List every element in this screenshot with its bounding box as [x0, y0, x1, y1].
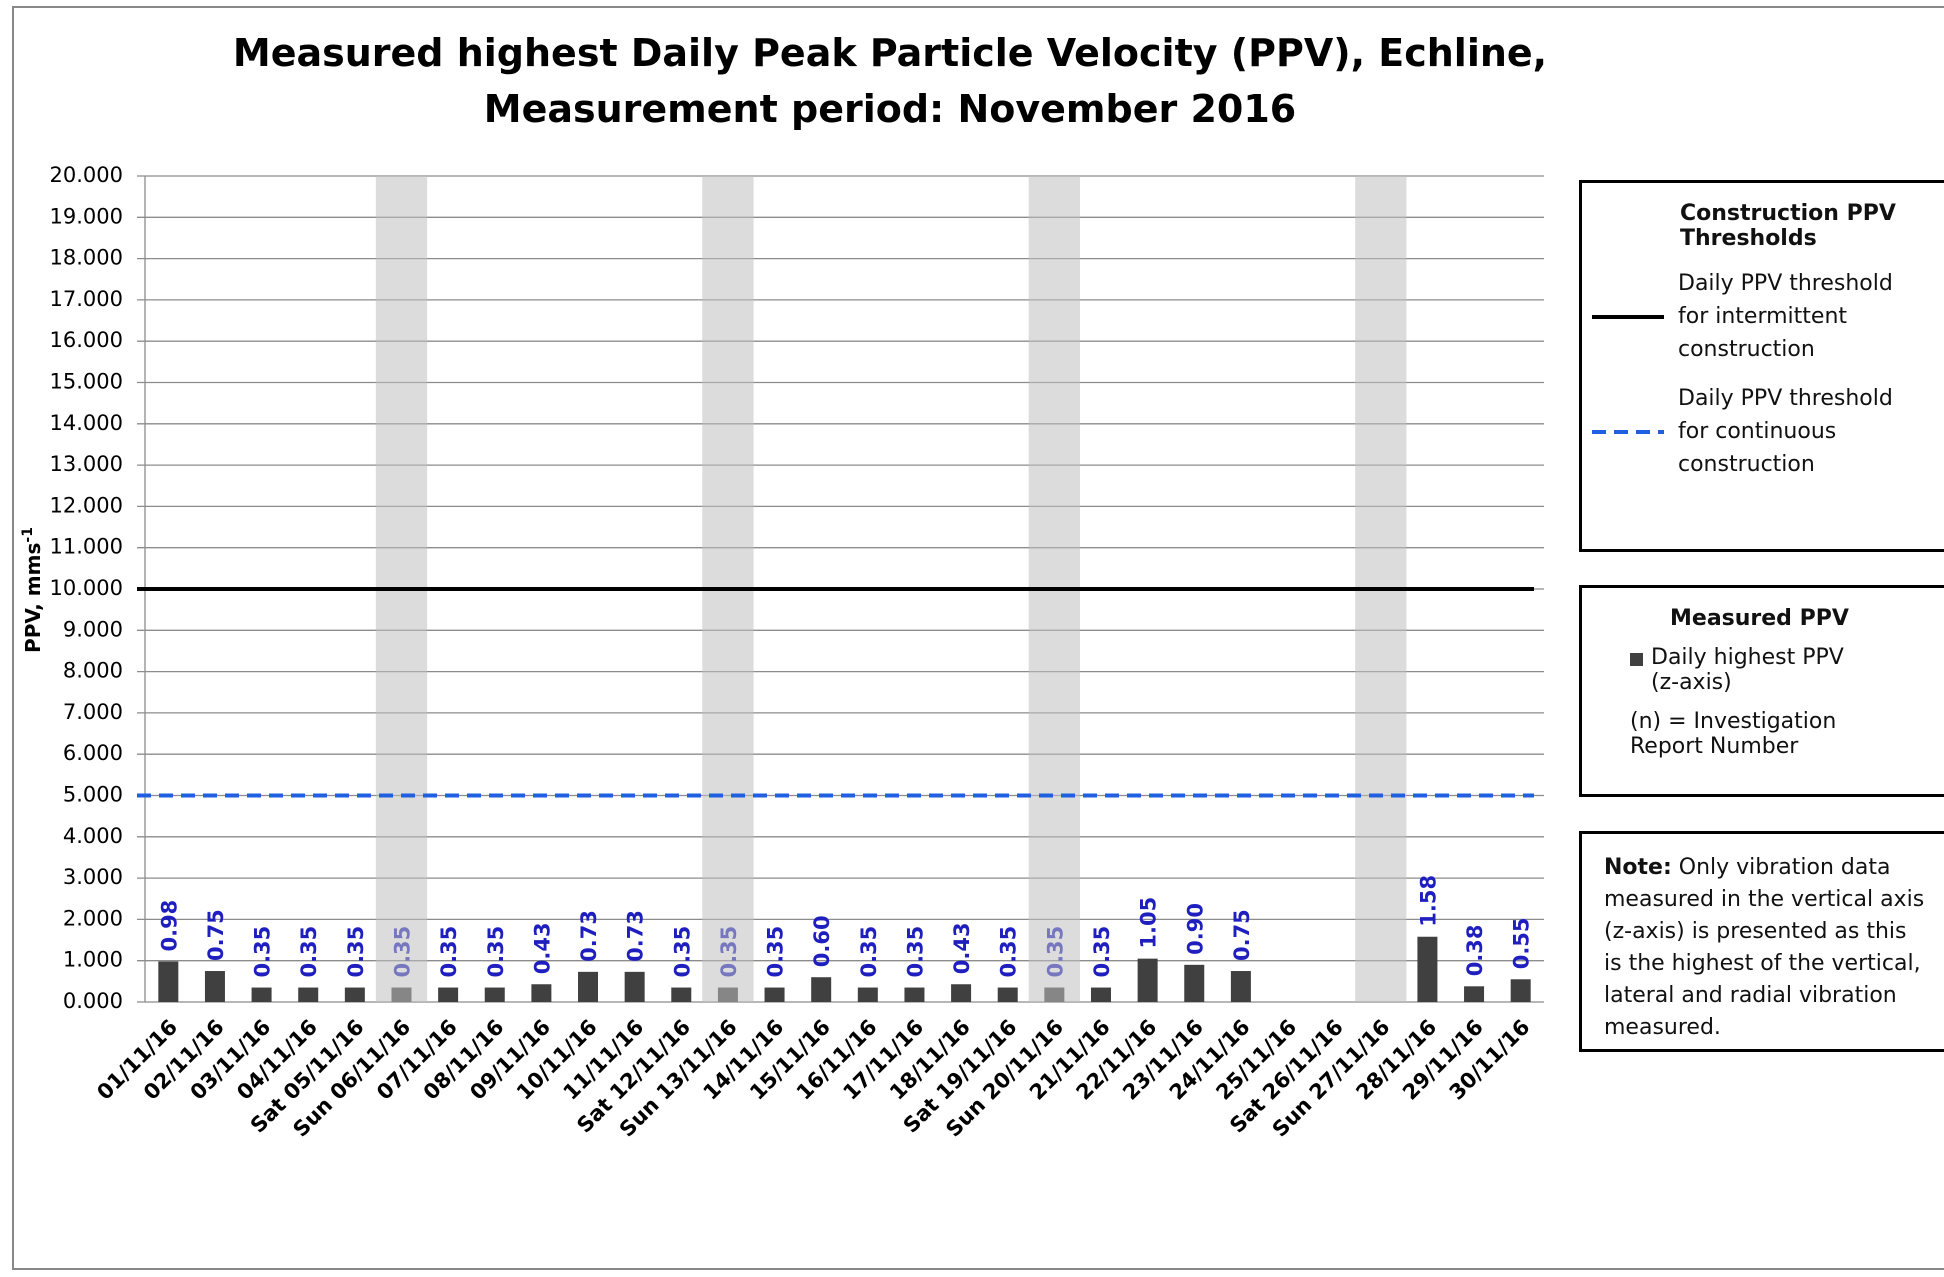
title-box: Measured highest Daily Peak Particle Vel…: [232, 31, 1548, 131]
y-tick-label: 15.000: [50, 370, 123, 394]
value-label: 0.38: [1463, 924, 1487, 976]
y-tick-label: 0.000: [63, 989, 123, 1013]
bar: [578, 971, 599, 1002]
bar: [484, 987, 505, 1002]
value-label: 0.55: [1510, 917, 1534, 969]
y-tick-label: 10.000: [50, 576, 123, 600]
y-tick-label: 1.000: [63, 948, 123, 972]
y-tick-label: 7.000: [63, 700, 123, 724]
value-label: 0.35: [297, 926, 321, 978]
value-label: 1.05: [1137, 897, 1161, 949]
bar: [904, 987, 925, 1002]
bar: [1184, 964, 1205, 1002]
bar: [1137, 958, 1158, 1002]
y-tick-label: 9.000: [63, 617, 123, 641]
bar: [624, 971, 645, 1002]
legend-label: Daily PPV threshold for continuous const…: [1678, 386, 1893, 477]
bar: [951, 984, 972, 1002]
value-label: 1.58: [1416, 875, 1440, 927]
y-tick-label: 18.000: [50, 246, 123, 270]
note-text: Only vibration data measured in the vert…: [1604, 855, 1925, 1040]
legend-title: Construction PPV Thresholds: [1680, 201, 1896, 251]
value-label: 0.75: [1230, 909, 1254, 961]
note-box: Note: Only vibration data measured in th…: [1579, 831, 1944, 1052]
y-tick-label: 8.000: [63, 659, 123, 683]
value-label: 0.43: [950, 922, 974, 974]
value-label: 0.35: [670, 926, 694, 978]
legend-line-icon: [1592, 314, 1664, 319]
value-label: 0.90: [1183, 903, 1207, 955]
legend-item: Daily PPV threshold for continuous const…: [1592, 382, 1934, 481]
value-label: 0.98: [157, 900, 181, 952]
bar: [1230, 971, 1251, 1002]
y-tick-label: 12.000: [50, 493, 123, 517]
legend-title: Measured PPV: [1670, 606, 1849, 631]
y-tick-label: 20.000: [50, 163, 123, 187]
bar: [764, 987, 785, 1002]
bar: [531, 984, 552, 1002]
chart-border: [12, 6, 1944, 1270]
value-label: 0.35: [251, 926, 275, 978]
value-label: 0.60: [810, 915, 834, 967]
note-heading: Note:: [1604, 855, 1672, 880]
value-label: 0.35: [857, 926, 881, 978]
legend-label: Daily highest PPV (z-axis): [1651, 645, 1844, 695]
value-label: 0.73: [624, 910, 648, 962]
legend-measured: Measured PPV Daily highest PPV (z-axis) …: [1579, 585, 1944, 797]
y-tick-label: 4.000: [63, 824, 123, 848]
value-label: 0.73: [577, 910, 601, 962]
y-tick-label: 13.000: [50, 452, 123, 476]
bar: [344, 987, 365, 1002]
chart-title: Measured highest Daily Peak Particle Vel…: [232, 31, 1548, 131]
bar: [1090, 987, 1111, 1002]
value-label: 0.35: [437, 926, 461, 978]
bar: [158, 961, 179, 1002]
legend-swatch: [1630, 653, 1643, 666]
legend-label: Daily PPV threshold for intermittent con…: [1678, 271, 1893, 362]
y-tick-label: 19.000: [50, 204, 123, 228]
value-label: 0.35: [764, 926, 788, 978]
y-axis-label-superscript: -1: [20, 527, 36, 543]
y-tick-label: 6.000: [63, 741, 123, 765]
bar: [438, 987, 459, 1002]
value-label: 0.35: [997, 926, 1021, 978]
bar: [298, 987, 319, 1002]
legend-thresholds: Construction PPV Thresholds Daily PPV th…: [1579, 180, 1944, 552]
bar: [1510, 979, 1531, 1002]
value-label: 0.35: [1090, 926, 1114, 978]
bar: [251, 987, 272, 1002]
y-tick-label: 11.000: [50, 535, 123, 559]
bar: [857, 987, 878, 1002]
bar: [997, 987, 1018, 1002]
y-tick-label: 17.000: [50, 287, 123, 311]
y-tick-label: 16.000: [50, 328, 123, 352]
legend-line-icon: [1592, 429, 1664, 434]
y-tick-label: 14.000: [50, 411, 123, 435]
bar: [671, 987, 692, 1002]
value-label: 0.35: [484, 926, 508, 978]
legend-note: (n) = Investigation Report Number: [1630, 709, 1837, 759]
legend-item: Daily PPV threshold for intermittent con…: [1592, 267, 1934, 366]
value-label: 0.35: [344, 926, 368, 978]
y-tick-label: 5.000: [63, 783, 123, 807]
y-tick-label: 2.000: [63, 906, 123, 930]
bar: [811, 977, 832, 1002]
legend-item: Daily highest PPV (z-axis): [1630, 645, 1934, 695]
y-tick-label: 3.000: [63, 865, 123, 889]
value-label: 0.35: [903, 926, 927, 978]
bar: [1464, 986, 1485, 1002]
y-axis-label-text: PPV, mms: [21, 543, 45, 653]
value-label: 0.75: [204, 909, 228, 961]
bar: [204, 971, 225, 1002]
value-label: 0.43: [530, 922, 554, 974]
y-axis-label: PPV, mms-1: [20, 527, 45, 653]
bar: [1417, 936, 1438, 1002]
